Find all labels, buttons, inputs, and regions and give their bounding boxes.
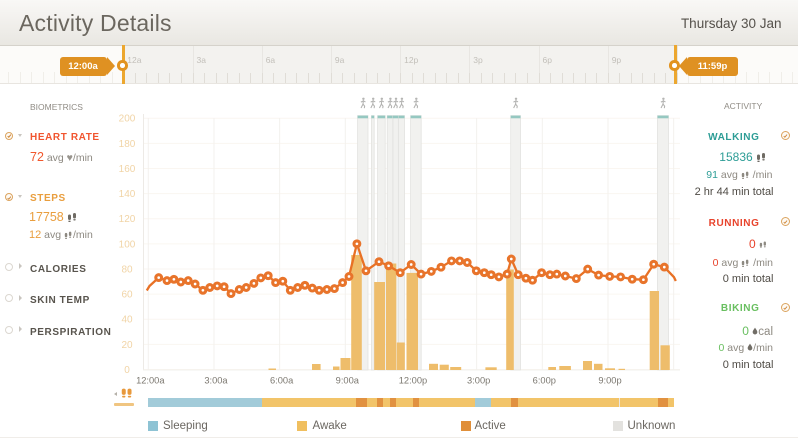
svg-text:20: 20 [121,340,133,351]
svg-text:200: 200 [119,114,136,125]
svg-text:160: 160 [119,164,136,175]
svg-text:60: 60 [121,290,133,301]
svg-text:180: 180 [119,139,136,150]
svg-text:40: 40 [121,315,133,326]
svg-text:12:00a: 12:00a [136,376,165,386]
svg-text:120: 120 [119,214,136,225]
svg-text:6:00p: 6:00p [533,376,556,386]
svg-text:80: 80 [121,264,133,275]
svg-text:100: 100 [119,239,136,250]
svg-text:12:00p: 12:00p [399,376,427,386]
svg-text:3:00p: 3:00p [467,376,490,386]
svg-text:3:00a: 3:00a [204,376,228,386]
svg-text:9:00a: 9:00a [336,376,360,386]
svg-text:140: 140 [119,189,136,200]
svg-text:9:00p: 9:00p [598,376,621,386]
svg-text:0: 0 [124,365,130,376]
svg-text:6:00a: 6:00a [270,376,294,386]
